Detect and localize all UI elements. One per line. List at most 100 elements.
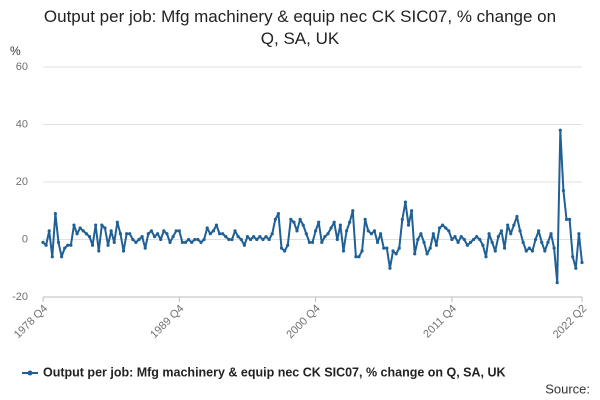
point	[273, 217, 277, 221]
point	[471, 237, 476, 242]
y-tick-label: 20	[16, 176, 28, 188]
y-tick-label: 40	[16, 118, 28, 130]
point	[493, 249, 497, 253]
point	[90, 243, 95, 247]
point	[459, 235, 463, 239]
point	[549, 232, 553, 236]
legend-label: Output per job: Mfg machinery & equip ne…	[43, 365, 506, 379]
point	[465, 243, 469, 247]
point	[255, 237, 259, 242]
point	[162, 229, 166, 233]
point	[425, 252, 429, 256]
point	[453, 235, 457, 239]
point	[146, 232, 150, 236]
point	[69, 243, 73, 247]
point	[571, 255, 575, 259]
point	[242, 243, 246, 247]
point	[403, 200, 408, 204]
point	[94, 223, 98, 227]
point	[168, 240, 172, 244]
point	[326, 232, 330, 236]
series-line	[42, 129, 583, 284]
point	[109, 229, 113, 233]
point	[174, 229, 178, 233]
point	[580, 260, 584, 265]
point	[419, 232, 423, 236]
point	[515, 214, 519, 219]
y-tick-label: -20	[12, 291, 28, 303]
point	[199, 240, 203, 244]
point	[320, 240, 324, 244]
point	[239, 237, 243, 242]
point	[388, 266, 392, 270]
point	[72, 223, 76, 227]
point	[289, 217, 293, 221]
point	[496, 235, 500, 239]
y-axis-label: %	[10, 44, 21, 58]
point	[292, 220, 296, 224]
point	[63, 246, 67, 250]
point	[568, 217, 572, 221]
point	[354, 255, 358, 259]
point	[177, 229, 181, 233]
point	[375, 240, 380, 244]
point	[118, 232, 123, 236]
point	[310, 240, 315, 244]
point	[100, 223, 104, 227]
point	[264, 235, 268, 239]
point	[441, 223, 445, 227]
point	[394, 252, 398, 256]
point	[75, 232, 79, 236]
point	[276, 212, 281, 216]
point	[47, 229, 51, 233]
point	[205, 226, 209, 230]
point	[106, 243, 110, 247]
point	[509, 232, 513, 236]
point	[332, 220, 336, 224]
point	[183, 240, 188, 244]
point	[41, 240, 45, 244]
point	[406, 223, 411, 227]
point	[131, 237, 135, 242]
point	[475, 235, 479, 239]
x-tick-label: 2000 Q4	[284, 303, 322, 341]
point	[279, 246, 284, 250]
point	[112, 240, 116, 244]
point	[84, 232, 88, 236]
point	[530, 249, 535, 253]
point	[413, 252, 417, 256]
point	[53, 212, 57, 216]
point	[524, 249, 528, 253]
point	[552, 246, 556, 250]
point	[397, 246, 401, 250]
point	[546, 240, 550, 244]
point	[487, 232, 491, 236]
point	[103, 226, 107, 230]
point	[431, 232, 435, 236]
point	[196, 237, 200, 242]
point	[360, 249, 364, 253]
point	[304, 232, 308, 236]
point	[499, 229, 504, 233]
point	[87, 235, 92, 239]
point	[313, 229, 318, 233]
point	[156, 232, 160, 236]
point	[261, 237, 265, 242]
point	[490, 240, 494, 244]
point	[484, 255, 488, 259]
point	[468, 240, 473, 244]
point	[140, 235, 144, 239]
point	[121, 249, 126, 253]
point	[270, 232, 274, 236]
point	[236, 235, 240, 239]
point	[323, 235, 327, 239]
point	[214, 223, 219, 227]
point	[202, 237, 206, 242]
point	[416, 237, 420, 242]
point	[81, 229, 85, 233]
point	[341, 249, 346, 253]
x-tick-label: 2022 Q2	[551, 303, 589, 341]
point	[366, 229, 370, 233]
point	[258, 235, 262, 239]
point	[211, 229, 215, 233]
